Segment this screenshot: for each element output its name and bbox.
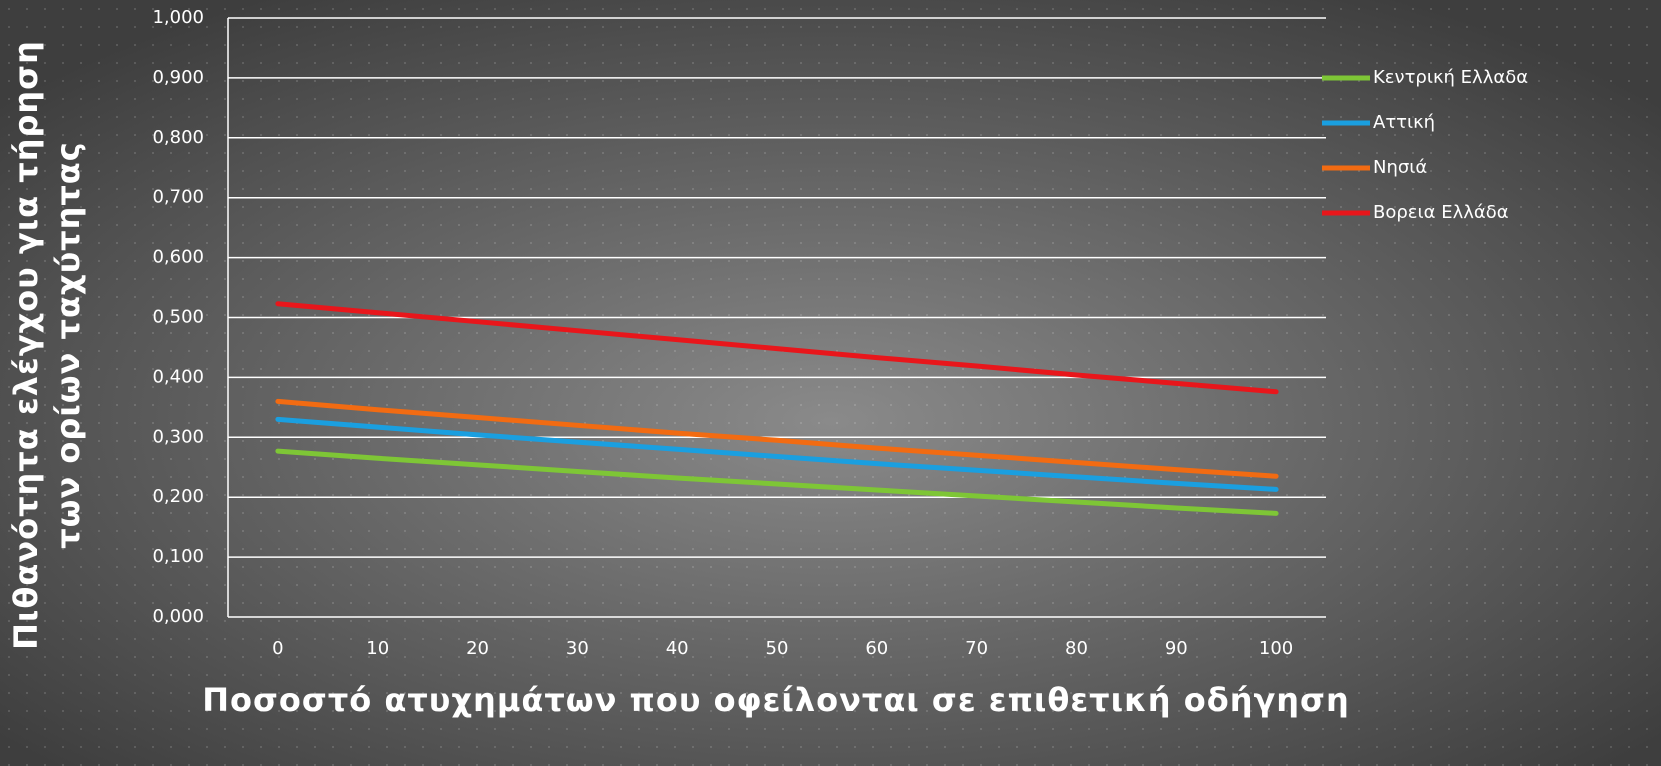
x-tick-label: 90 xyxy=(1165,638,1188,659)
y-tick-label: 0,600 xyxy=(152,247,204,268)
y-axis-title-line: των ορίων ταχύτητας xyxy=(49,141,87,549)
x-tick-label: 60 xyxy=(865,638,888,659)
x-tick-label: 70 xyxy=(965,638,988,659)
legend-label: Αττική xyxy=(1373,112,1435,133)
x-tick-label: 10 xyxy=(366,638,389,659)
y-tick-label: 0,900 xyxy=(152,67,204,88)
x-tick-label: 100 xyxy=(1259,638,1293,659)
x-tick-label: 0 xyxy=(272,638,283,659)
x-tick-label: 50 xyxy=(766,638,789,659)
series-line xyxy=(275,416,1279,492)
y-tick-label: 0,300 xyxy=(152,426,204,447)
x-tick-label: 80 xyxy=(1065,638,1088,659)
y-tick-label: 0,500 xyxy=(152,307,204,328)
y-tick-label: 0,200 xyxy=(152,486,204,507)
x-tick-label: 20 xyxy=(466,638,489,659)
series-line xyxy=(275,301,1279,395)
legend-label: Κεντρική Ελλαδα xyxy=(1373,67,1528,88)
y-tick-label: 0,400 xyxy=(152,366,204,387)
x-tick-label: 40 xyxy=(666,638,689,659)
y-tick-label: 1,000 xyxy=(152,7,204,28)
y-axis-title-line: Πιθανότητα ελέγχου για τήρηση xyxy=(7,40,45,650)
legend-label: Βορεια Ελλάδα xyxy=(1373,202,1509,223)
y-tick-label: 0,700 xyxy=(152,187,204,208)
y-tick-label: 0,800 xyxy=(152,127,204,148)
legend-label: Νησιά xyxy=(1373,157,1427,178)
y-tick-label: 0,100 xyxy=(152,546,204,567)
x-axis-title: Ποσοστό ατυχημάτων που οφείλονται σε επι… xyxy=(202,681,1350,719)
y-axis-title: Πιθανότητα ελέγχου για τήρηση των ορίων … xyxy=(7,40,87,650)
y-tick-label: 0,000 xyxy=(152,606,204,627)
series-line xyxy=(275,448,1279,516)
plot: 0,000 0,100 0,200 0,300 0,400 0,500 0,600 0,700… xyxy=(152,7,1528,659)
series-line xyxy=(275,398,1279,479)
x-tick-label: 30 xyxy=(566,638,589,659)
